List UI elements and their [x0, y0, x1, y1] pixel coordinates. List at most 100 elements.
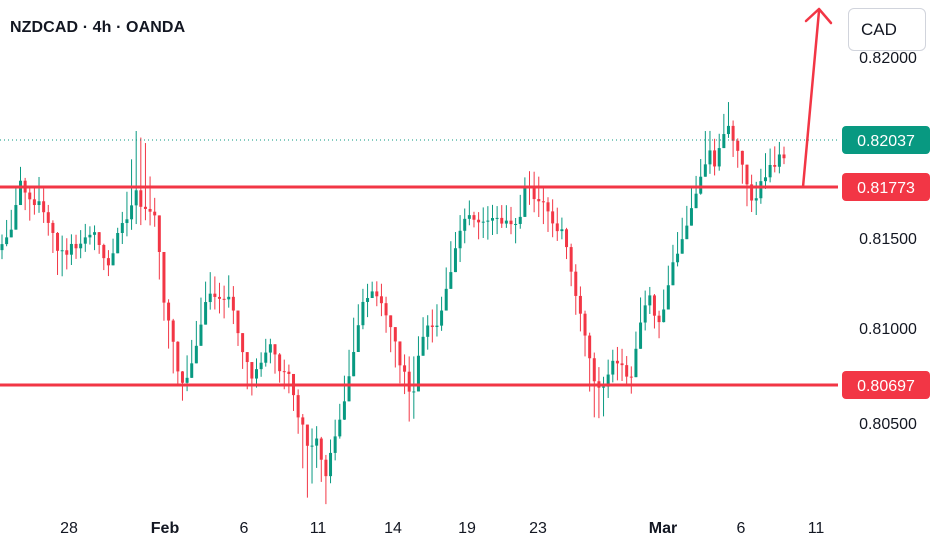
candle-body: [426, 325, 430, 337]
candle-body: [319, 438, 323, 460]
price-labels: 0.81773 0.80697 0.82037: [842, 126, 930, 399]
candle-body: [514, 223, 518, 225]
candle-body: [5, 237, 9, 245]
candle-body: [37, 201, 41, 206]
price-tick-label: 0.80500: [859, 416, 917, 433]
candle-body: [676, 253, 680, 263]
candle-body: [574, 271, 578, 296]
candle-body: [208, 293, 212, 303]
candle-body: [407, 371, 411, 392]
candle-body: [717, 148, 721, 167]
candle-body: [639, 322, 643, 349]
candle-body: [370, 291, 374, 299]
candle-body: [689, 208, 693, 226]
price-label-background: [842, 126, 930, 154]
candle-body: [42, 201, 46, 213]
price-label-background: [842, 371, 930, 399]
candle-body: [643, 305, 647, 323]
candle-body: [250, 362, 254, 379]
candle-body: [412, 391, 416, 393]
candle-body: [227, 296, 231, 300]
candle-body: [356, 325, 360, 352]
candle-body: [324, 459, 328, 477]
candle-body: [560, 229, 564, 232]
candle-body: [750, 184, 754, 201]
time-tick-label: 6: [737, 520, 746, 537]
candle-body: [278, 354, 282, 372]
candle-body: [153, 211, 157, 216]
time-tick-label: 14: [384, 520, 402, 537]
candle-body: [416, 355, 420, 392]
candle-body: [139, 190, 143, 207]
time-axis[interactable]: 28 Feb 6 11 14 19 23 Mar 6 11: [60, 520, 824, 537]
candle-body: [403, 365, 407, 372]
candle-body: [143, 206, 147, 209]
candle-body: [449, 272, 453, 289]
candle-body: [352, 351, 356, 377]
candle-body: [204, 302, 208, 325]
candle-body: [60, 250, 64, 252]
candle-body: [106, 258, 110, 266]
candle-body: [555, 223, 559, 232]
candle-body: [666, 285, 670, 310]
candle-body: [523, 185, 527, 217]
currency-button[interactable]: CAD: [848, 8, 926, 51]
candle-body: [347, 376, 351, 402]
candle-body: [592, 358, 596, 382]
candle-body: [273, 344, 277, 355]
candle-body: [708, 150, 712, 165]
candle-body: [19, 180, 23, 206]
candle-body: [51, 222, 55, 233]
candle-body: [56, 232, 60, 251]
candle-body: [625, 365, 629, 377]
candle-body: [763, 177, 767, 182]
candle-body: [171, 320, 175, 342]
support-price-label: 0.80697: [842, 371, 930, 399]
candle-body: [282, 371, 286, 373]
candle-body: [694, 193, 698, 209]
price-axis[interactable]: 0.82000 0.81500 0.81000 0.80500: [859, 50, 917, 433]
candle-body: [310, 445, 314, 447]
candle-body: [430, 325, 434, 327]
candle-body: [93, 232, 97, 235]
candle-body: [680, 239, 684, 254]
candle-body: [264, 352, 268, 363]
horizontal-levels: [0, 139, 838, 387]
candle-body: [199, 324, 203, 346]
candle-body: [130, 205, 134, 220]
candle-body: [185, 377, 189, 383]
candle-body: [629, 376, 633, 378]
candle-body: [768, 164, 772, 178]
candle-body: [180, 371, 184, 383]
time-tick-label: 11: [310, 520, 327, 537]
candle-body: [726, 125, 730, 135]
price-label-text: 0.82037: [857, 133, 915, 150]
candle-body: [620, 363, 624, 366]
price-tick-label: 0.81000: [859, 321, 917, 338]
candle-body: [65, 250, 69, 255]
candle-body: [88, 234, 92, 238]
candle-body: [657, 315, 661, 323]
candle-body: [731, 125, 735, 141]
candle-body: [398, 341, 402, 366]
candle-body: [537, 199, 541, 202]
candle-body: [194, 345, 198, 364]
candles: [0, 102, 786, 505]
candle-body: [245, 352, 249, 363]
candle-body: [120, 223, 124, 233]
candle-body: [745, 164, 749, 185]
candle-body: [111, 253, 115, 266]
time-tick-label: 11: [808, 520, 825, 537]
candle-body: [611, 360, 615, 375]
candle-body: [305, 424, 309, 446]
current-price-label: 0.82037: [842, 126, 930, 154]
candle-body: [546, 202, 550, 212]
time-tick-label: Mar: [649, 520, 677, 537]
price-label-text: 0.81773: [857, 180, 915, 197]
candle-body: [509, 220, 513, 225]
time-tick-label: 19: [458, 520, 476, 537]
candle-body: [46, 212, 50, 223]
candle-body: [167, 302, 171, 321]
